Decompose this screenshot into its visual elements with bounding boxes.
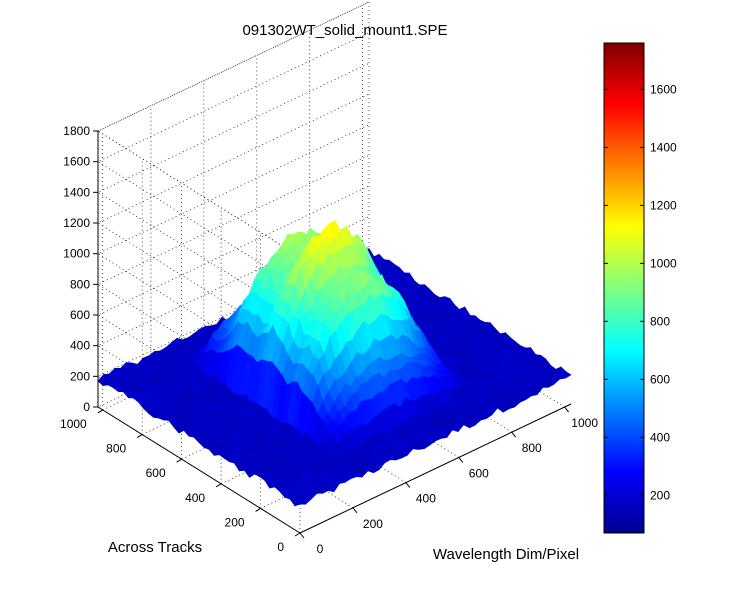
colorbar-tick-label: 400 [650, 430, 670, 444]
z-tick-label: 1800 [63, 124, 90, 138]
colorbar-ticks: 200 400 600 800 1000 1200 1400 1600 [604, 82, 677, 502]
colorbar-tick-label: 1000 [650, 256, 677, 270]
z-tick-label: 1000 [63, 247, 90, 261]
y-tick-label: 1000 [60, 417, 87, 431]
surface-patch [559, 371, 572, 379]
y-tick-label: 600 [146, 466, 166, 480]
colorbar-tick-label: 1600 [650, 82, 677, 96]
colorbar-gradient [603, 42, 645, 534]
colorbar-tick-label: 600 [650, 372, 670, 386]
z-tick-label: 800 [70, 277, 90, 291]
y-tick-label: 200 [225, 515, 245, 529]
x-tick-label: 400 [416, 492, 436, 506]
z-tick-label: 200 [70, 369, 90, 383]
x-axis-label: Wavelength Dim/Pixel [433, 546, 579, 563]
x-tick-label: 0 [317, 542, 324, 556]
colorbar-tick-label: 1400 [650, 140, 677, 154]
tick-labels: 0 200 400 600 800 1000 0 200 400 600 800 1000 0 200 40… [60, 124, 598, 556]
surface-plot [97, 220, 572, 507]
y-tick-label: 800 [106, 442, 126, 456]
y-tick-label: 0 [277, 540, 284, 554]
axes [97, 131, 572, 534]
z-tick-label: 1400 [63, 185, 90, 199]
colorbar-tick-label: 800 [650, 314, 670, 328]
colorbar-tick-label: 200 [650, 488, 670, 502]
y-tick-label: 400 [185, 491, 205, 505]
y-axis-label: Across Tracks [108, 539, 202, 556]
x-tick-label: 200 [363, 517, 383, 531]
x-tick-label: 1000 [571, 416, 598, 430]
colorbar-tick-label: 1200 [650, 198, 677, 212]
z-tick-label: 400 [70, 339, 90, 353]
x-tick-label: 600 [469, 466, 489, 480]
z-tick-label: 1200 [63, 216, 90, 230]
x-tick-label: 800 [522, 441, 542, 455]
z-tick-label: 600 [70, 308, 90, 322]
z-tick-label: 1600 [63, 155, 90, 169]
z-tick-label: 0 [83, 400, 90, 414]
chart-title: 091302WT_solid_mount1.SPE [242, 22, 447, 39]
colorbar: 200 400 600 800 1000 1200 1400 1600 [603, 42, 677, 534]
